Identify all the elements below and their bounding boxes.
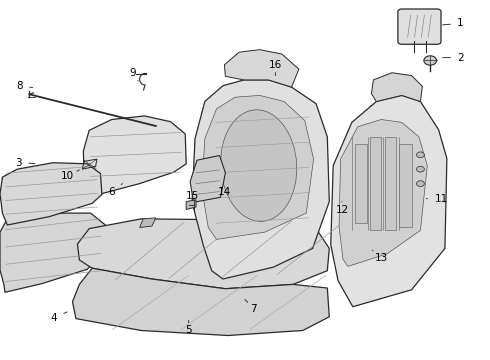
Text: 12: 12 [335,202,349,215]
Polygon shape [73,268,329,336]
Polygon shape [192,80,329,279]
Text: 16: 16 [269,60,282,76]
Polygon shape [186,200,196,210]
Polygon shape [0,213,105,292]
Polygon shape [371,73,422,102]
Polygon shape [339,120,427,266]
FancyBboxPatch shape [398,9,441,44]
Text: 5: 5 [185,320,192,336]
Text: 7: 7 [245,300,257,314]
Text: 13: 13 [372,250,388,264]
Text: 2: 2 [443,53,464,63]
Text: 14: 14 [218,186,231,197]
Text: 1: 1 [442,18,464,28]
Polygon shape [0,163,102,225]
Text: 3: 3 [15,158,35,168]
Circle shape [416,181,424,186]
Polygon shape [202,95,314,239]
Polygon shape [385,137,396,230]
Text: 15: 15 [185,191,199,201]
Text: 4: 4 [50,312,67,323]
Circle shape [416,152,424,158]
Polygon shape [83,116,186,196]
Text: 8: 8 [16,81,33,91]
Polygon shape [331,95,447,307]
Polygon shape [190,156,225,202]
Text: 9: 9 [129,68,138,81]
Text: 6: 6 [108,184,122,197]
Polygon shape [224,50,299,87]
Ellipse shape [220,110,297,221]
Polygon shape [370,137,381,230]
Text: 10: 10 [61,170,79,181]
Circle shape [424,56,437,65]
Polygon shape [140,218,156,228]
Polygon shape [399,144,412,227]
Polygon shape [77,219,329,289]
Circle shape [416,166,424,172]
Text: 11: 11 [426,194,448,204]
Polygon shape [355,144,367,223]
